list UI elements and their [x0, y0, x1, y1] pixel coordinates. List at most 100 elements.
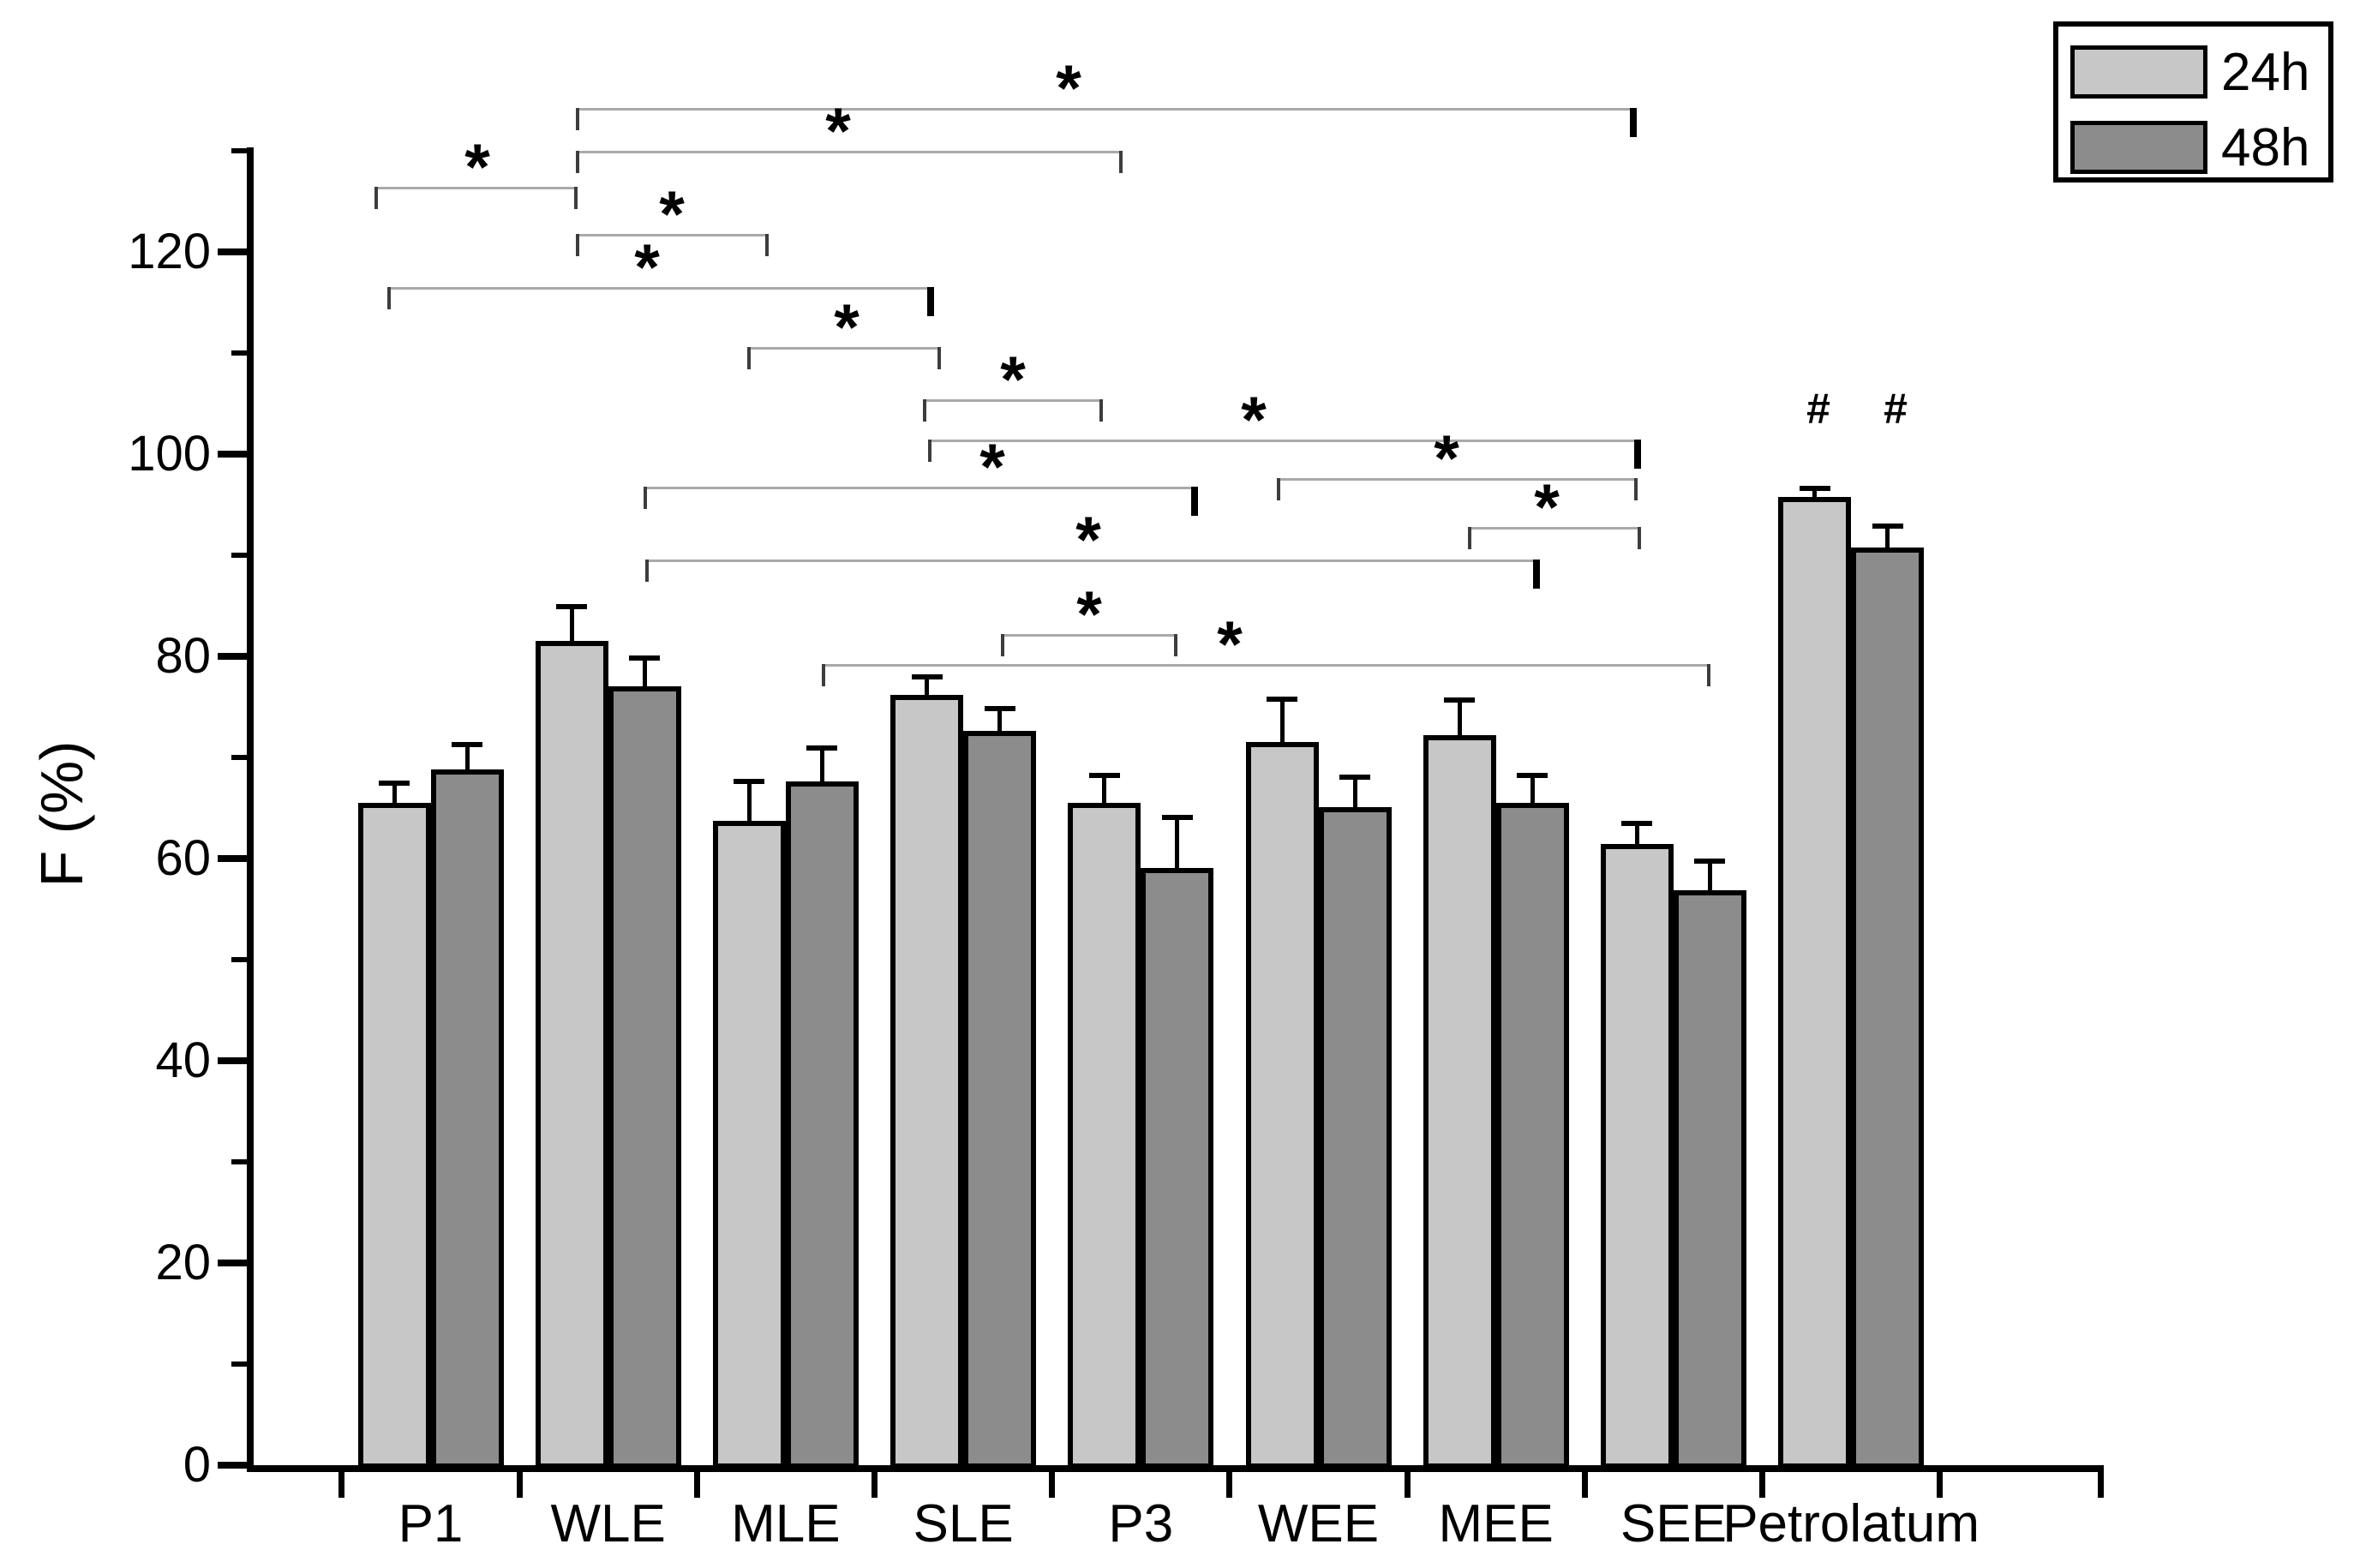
- bar-P3-48h: [1141, 867, 1214, 1469]
- significance-bracket: [374, 187, 578, 189]
- error-bar-stem: [464, 745, 470, 770]
- error-bar-cap: [911, 674, 943, 680]
- error-bar-stem: [1352, 777, 1357, 807]
- error-bar-stem: [569, 606, 574, 642]
- legend-box: 24h 48h: [2053, 21, 2333, 183]
- bracket-end-tick: [1634, 440, 1641, 469]
- x-tick: [872, 1472, 878, 1498]
- x-tick: [1404, 1472, 1411, 1498]
- bar-P1-48h: [430, 769, 504, 1469]
- significance-asterisk: *: [1434, 422, 1459, 495]
- x-tick: [693, 1472, 700, 1498]
- y-tick-label: 0: [183, 1437, 211, 1493]
- bracket-end-tick: [1001, 634, 1004, 656]
- significance-asterisk: *: [1241, 384, 1267, 457]
- error-bar-cap: [452, 742, 482, 748]
- error-bar-cap: [379, 781, 410, 787]
- significance-bracket: [387, 287, 934, 290]
- bracket-end-tick: [576, 151, 579, 173]
- bracket-end-tick: [1277, 478, 1280, 500]
- bar-SEE-24h: [1600, 844, 1674, 1469]
- bar-WEE-48h: [1318, 806, 1392, 1469]
- significance-bracket: [923, 399, 1103, 402]
- x-tick: [2098, 1472, 2104, 1498]
- error-bar-cap: [984, 705, 1015, 711]
- y-minor-tick: [231, 350, 254, 356]
- bracket-end-tick: [576, 108, 579, 130]
- error-bar-stem: [1812, 488, 1818, 497]
- bracket-end-tick: [387, 287, 391, 309]
- significance-asterisk: *: [1534, 471, 1560, 544]
- bracket-end-tick: [645, 560, 649, 582]
- bracket-end-tick: [928, 440, 931, 462]
- x-category-label: WLE: [550, 1494, 666, 1553]
- y-minor-tick: [231, 1362, 254, 1367]
- error-bar-cap: [806, 745, 838, 751]
- x-tick: [1581, 1472, 1588, 1498]
- x-category-label: SEE: [1620, 1494, 1727, 1553]
- error-bar-cap: [1517, 772, 1548, 778]
- bracket-end-tick: [1119, 151, 1123, 173]
- error-bar-cap: [1088, 772, 1120, 778]
- bar-SLE-48h: [963, 731, 1037, 1469]
- bracket-end-tick: [574, 187, 578, 209]
- error-bar-stem: [819, 747, 824, 782]
- significance-asterisk: *: [1217, 608, 1243, 681]
- error-bar-cap: [1161, 815, 1193, 821]
- significance-asterisk: *: [979, 431, 1005, 504]
- bracket-end-tick: [765, 234, 769, 256]
- y-tick-label: 60: [155, 830, 211, 886]
- bracket-end-tick: [822, 664, 825, 686]
- significance-asterisk: *: [1000, 344, 1026, 416]
- error-bar-cap: [1694, 859, 1726, 864]
- bracket-end-tick: [927, 287, 934, 316]
- x-category-label: P1: [398, 1494, 464, 1553]
- bar-WEE-24h: [1245, 742, 1319, 1469]
- significance-asterisk: *: [825, 95, 851, 168]
- x-tick: [338, 1472, 345, 1498]
- y-axis-line: [247, 147, 254, 1472]
- error-bar-cap: [1267, 697, 1297, 703]
- x-category-label: MLE: [731, 1494, 841, 1553]
- y-major-tick: [218, 855, 254, 862]
- error-bar-cap: [1621, 821, 1653, 827]
- bar-MEE-24h: [1423, 735, 1496, 1469]
- bracket-end-tick: [923, 399, 926, 422]
- x-category-label: P3: [1108, 1494, 1174, 1553]
- error-bar-stem: [1530, 775, 1535, 804]
- error-bar-stem: [392, 783, 397, 804]
- error-bar-stem: [1102, 775, 1107, 804]
- y-major-tick: [218, 248, 254, 255]
- y-major-tick: [218, 1462, 254, 1469]
- significance-asterisk: *: [1056, 52, 1081, 125]
- y-major-tick: [218, 451, 254, 458]
- significance-bracket: [576, 108, 1637, 111]
- bracket-end-tick: [1468, 527, 1471, 549]
- y-major-tick: [218, 1057, 254, 1064]
- x-tick: [1049, 1472, 1056, 1498]
- x-tick: [1759, 1472, 1765, 1498]
- y-major-tick: [218, 1260, 254, 1266]
- y-minor-tick: [231, 957, 254, 962]
- y-tick-label: 20: [155, 1235, 211, 1290]
- bracket-end-tick: [1533, 560, 1540, 589]
- significance-bracket: [928, 440, 1641, 442]
- bracket-end-tick: [937, 347, 941, 369]
- bracket-end-tick: [1634, 478, 1638, 500]
- error-bar-cap: [1799, 485, 1830, 491]
- significance-asterisk: *: [1075, 504, 1101, 577]
- bar-SLE-24h: [890, 694, 964, 1469]
- bracket-end-tick: [1707, 664, 1710, 686]
- significance-hash: #: [1884, 385, 1908, 433]
- error-bar-cap: [1339, 775, 1370, 781]
- significance-bracket: [1277, 478, 1638, 481]
- y-tick-label: 100: [128, 426, 211, 482]
- y-minor-tick: [231, 148, 254, 153]
- error-bar-cap: [629, 655, 661, 661]
- significance-asterisk: *: [834, 291, 860, 364]
- bracket-end-tick: [747, 347, 751, 369]
- bracket-end-tick: [576, 234, 579, 256]
- legend-label-24h: 24h: [2221, 43, 2310, 102]
- y-tick-label: 40: [155, 1032, 211, 1088]
- bar-MEE-48h: [1495, 803, 1569, 1469]
